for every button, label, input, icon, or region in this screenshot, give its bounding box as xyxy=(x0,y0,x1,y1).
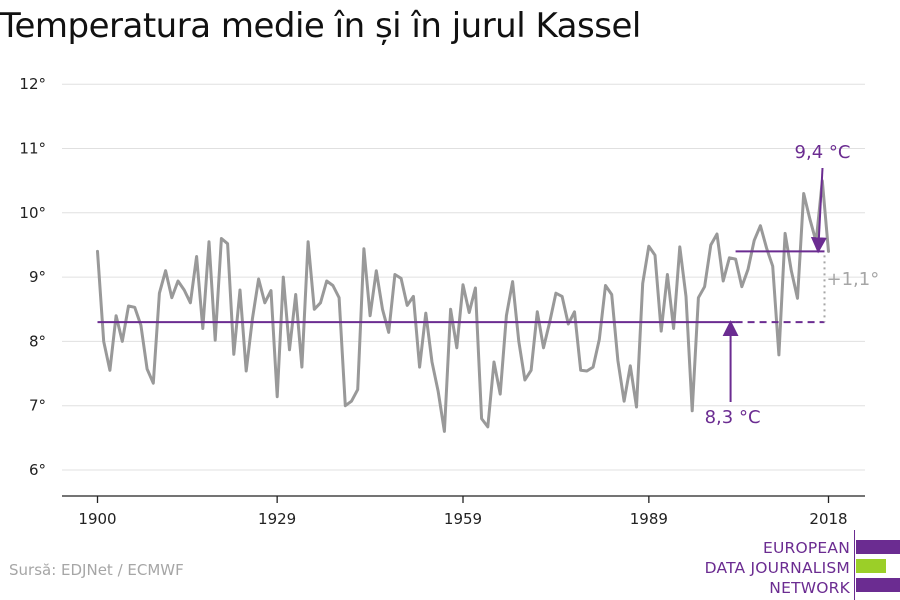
logo-bar-1 xyxy=(856,540,900,554)
logo-text: EUROPEAN DATA JOURNALISM NETWORK xyxy=(705,538,850,598)
source-note: Sursă: EDJNet / ECMWF xyxy=(9,561,184,579)
logo-line-1: EUROPEAN xyxy=(762,539,850,557)
y-axis: 6° 7° 8° 9° 10° 11° 12° xyxy=(19,75,46,479)
x-axis: 1900 1929 1959 1989 2018 xyxy=(62,495,865,528)
series-line-annual-temperature xyxy=(96,179,830,433)
grid-lines xyxy=(62,83,865,471)
x-tick-label: 1900 xyxy=(78,510,116,528)
y-tick-label: 7° xyxy=(29,397,46,415)
logo-line-3: NETWORK xyxy=(769,579,850,597)
y-tick-label: 12° xyxy=(19,75,46,93)
logo-bar-2 xyxy=(856,559,886,573)
annotation-layer: +1,1° 8,3 °C 9,4 °C xyxy=(97,142,880,428)
difference-label: +1,1° xyxy=(827,269,880,290)
logo-bar-3 xyxy=(856,578,900,592)
y-tick-label: 11° xyxy=(19,140,46,158)
x-tick-label: 1929 xyxy=(258,510,296,528)
recent-arrow xyxy=(810,167,827,254)
y-tick-label: 6° xyxy=(29,461,46,479)
y-tick-label: 9° xyxy=(29,268,46,286)
series-layer xyxy=(96,179,830,433)
recent-value-label: 9,4 °C xyxy=(795,142,851,163)
y-tick-label: 10° xyxy=(19,204,46,222)
x-tick-label: 1959 xyxy=(444,510,482,528)
logo-line-2: DATA JOURNALISM xyxy=(704,559,850,577)
edjnet-logo: EUROPEAN DATA JOURNALISM NETWORK xyxy=(700,530,900,600)
baseline-value-label: 8,3 °C xyxy=(705,407,761,428)
x-tick-label: 2018 xyxy=(809,510,847,528)
y-tick-label: 8° xyxy=(29,332,46,350)
logo-divider xyxy=(854,530,855,600)
chart-title: Temperatura medie în și în jurul Kassel xyxy=(0,6,641,46)
x-tick-label: 1989 xyxy=(630,510,668,528)
